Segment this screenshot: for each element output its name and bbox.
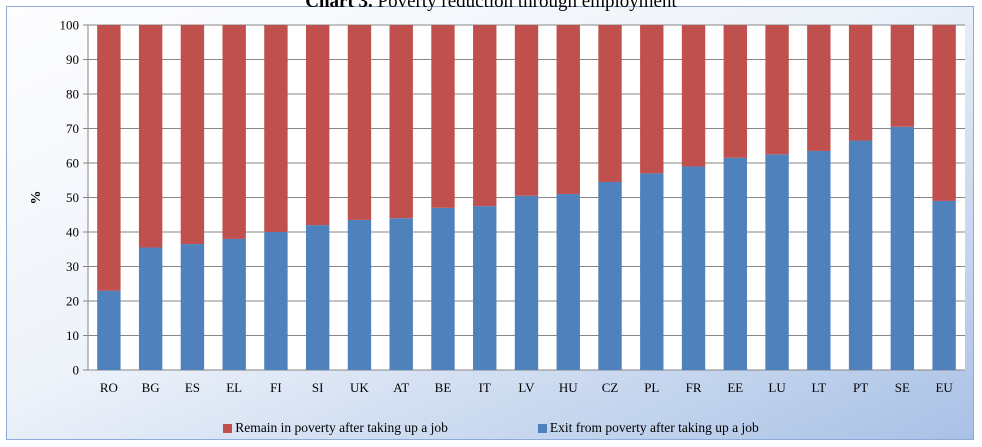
bar-exit-lu — [765, 154, 789, 370]
x-tick-label-el: EL — [226, 380, 242, 395]
x-tick-label-fi: FI — [270, 380, 282, 395]
bar-exit-lv — [514, 195, 539, 370]
bar-exit-bg — [138, 247, 163, 370]
y-tick-label-0: 0 — [73, 363, 80, 378]
x-tick-label-pt: PT — [853, 380, 868, 395]
x-tick-label-it: IT — [479, 380, 491, 395]
bar-remain-fi — [264, 25, 288, 232]
bar-remain-uk — [347, 25, 372, 220]
legend-swatch-exit — [537, 423, 547, 433]
x-tick-label-se: SE — [895, 380, 910, 395]
x-tick-label-be: BE — [435, 380, 452, 395]
y-tick-label-30: 30 — [66, 259, 79, 274]
x-tick-label-lu: LU — [768, 380, 786, 395]
bar-remain-si — [305, 25, 330, 226]
bar-remain-lt — [807, 25, 831, 151]
bar-exit-es — [180, 244, 205, 370]
bar-remain-el — [222, 25, 246, 239]
x-tick-label-eu: EU — [935, 380, 953, 395]
bar-remain-bg — [138, 25, 163, 248]
bar-remain-cz — [598, 25, 622, 182]
bar-remain-lv — [514, 25, 539, 196]
bar-remain-lu — [765, 25, 789, 155]
bar-remain-fr — [681, 25, 706, 167]
bar-exit-pl — [640, 173, 664, 370]
x-tick-label-at: AT — [393, 380, 409, 395]
legend-item-remain: Remain in poverty after taking up a job — [223, 418, 448, 438]
bar-exit-uk — [347, 219, 372, 370]
x-tick-label-lv: LV — [518, 380, 535, 395]
x-tick-label-cz: CZ — [602, 380, 619, 395]
y-tick-label-10: 10 — [66, 328, 79, 343]
bar-exit-fi — [264, 232, 288, 370]
legend-label-remain: Remain in poverty after taking up a job — [235, 420, 448, 435]
bar-remain-hu — [556, 25, 580, 195]
bar-exit-se — [890, 126, 915, 371]
y-tick-label-20: 20 — [66, 294, 79, 309]
bar-remain-ro — [97, 25, 121, 291]
bar-remain-ee — [723, 25, 748, 158]
y-tick-label-40: 40 — [66, 225, 79, 240]
bar-remain-pt — [848, 25, 873, 141]
bar-exit-el — [222, 238, 246, 370]
chart-title-number: Chart 3. — [305, 0, 373, 12]
bar-exit-eu — [932, 200, 956, 370]
y-axis-label: % — [29, 191, 44, 205]
x-tick-label-uk: UK — [350, 380, 369, 395]
y-tick-label-100: 100 — [60, 18, 80, 33]
x-tick-label-si: SI — [312, 380, 324, 395]
bar-exit-it — [473, 206, 497, 370]
bar-exit-be — [431, 207, 455, 370]
bar-remain-se — [890, 25, 915, 127]
bar-remain-es — [180, 25, 205, 245]
bar-exit-cz — [598, 181, 622, 370]
bar-exit-fr — [681, 166, 706, 370]
x-tick-label-fr: FR — [686, 380, 702, 395]
x-tick-label-pl: PL — [644, 380, 659, 395]
chart-title: Chart 3. Poverty reduction through emplo… — [0, 0, 982, 13]
x-tick-label-ro: RO — [100, 380, 118, 395]
bar-remain-pl — [640, 25, 664, 174]
bar-exit-lt — [807, 150, 831, 370]
bar-remain-at — [389, 25, 413, 219]
bar-remain-it — [473, 25, 497, 207]
y-tick-label-70: 70 — [66, 121, 79, 136]
legend-swatch-remain — [223, 423, 233, 433]
x-tick-label-hu: HU — [559, 380, 578, 395]
bar-exit-hu — [556, 194, 580, 370]
bar-exit-si — [305, 225, 330, 370]
y-tick-label-90: 90 — [66, 52, 79, 67]
y-tick-label-60: 60 — [66, 156, 79, 171]
bar-exit-ee — [723, 157, 748, 370]
x-tick-label-bg: BG — [142, 380, 160, 395]
chart-title-text: Poverty reduction through employment — [377, 0, 677, 12]
x-tick-label-ee: EE — [727, 380, 743, 395]
legend-label-exit: Exit from poverty after taking up a job — [549, 420, 759, 435]
bar-exit-ro — [97, 290, 121, 370]
bar-exit-pt — [848, 140, 873, 370]
bar-remain-eu — [932, 25, 956, 201]
x-tick-label-es: ES — [185, 380, 200, 395]
bar-exit-at — [389, 218, 413, 370]
y-tick-label-50: 50 — [66, 190, 79, 205]
legend: Remain in poverty after taking up a job … — [0, 418, 982, 438]
y-tick-label-80: 80 — [66, 87, 79, 102]
bar-remain-be — [431, 25, 455, 208]
legend-item-exit: Exit from poverty after taking up a job — [537, 418, 759, 438]
x-tick-label-lt: LT — [811, 380, 826, 395]
